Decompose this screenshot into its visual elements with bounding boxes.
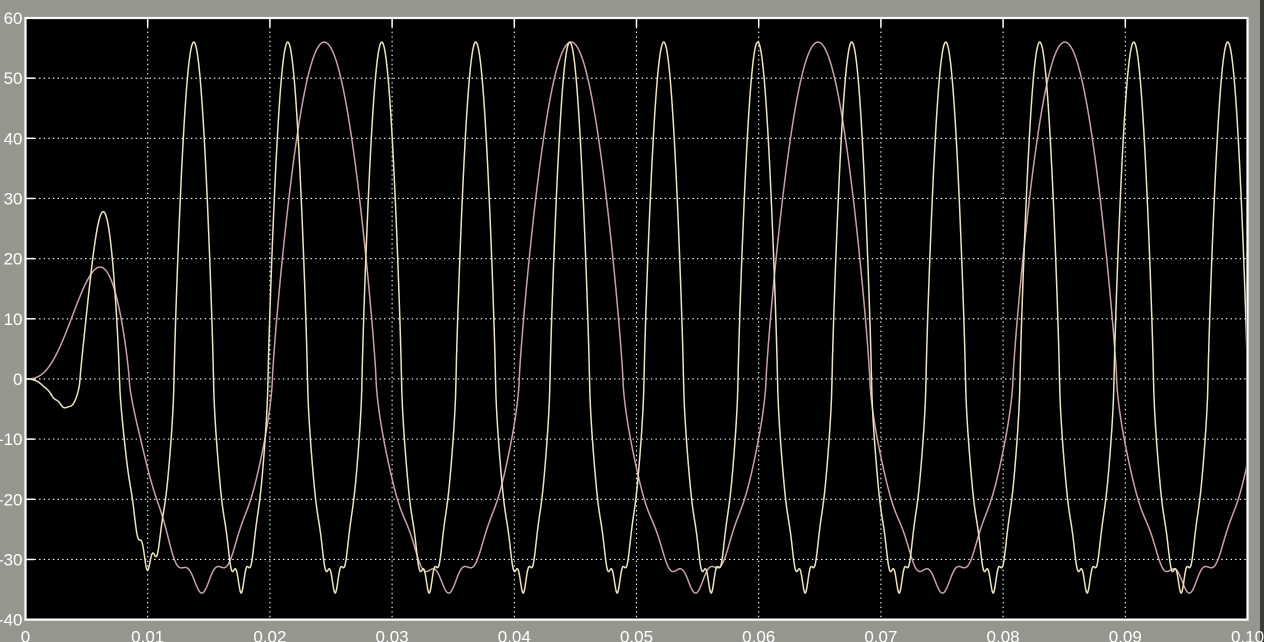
svg-text:0.03: 0.03 — [376, 628, 409, 642]
svg-text:0.06: 0.06 — [742, 628, 775, 642]
svg-text:0.09: 0.09 — [1109, 628, 1142, 642]
svg-text:10: 10 — [4, 310, 23, 329]
svg-text:0.05: 0.05 — [620, 628, 653, 642]
svg-text:0: 0 — [21, 628, 30, 642]
svg-text:0.08: 0.08 — [987, 628, 1020, 642]
svg-text:0.07: 0.07 — [864, 628, 897, 642]
svg-text:0.02: 0.02 — [253, 628, 286, 642]
svg-text:-10: -10 — [0, 430, 23, 449]
svg-text:-30: -30 — [0, 550, 23, 569]
svg-text:30: 30 — [4, 189, 23, 208]
svg-text:0: 0 — [13, 370, 22, 389]
svg-text:-40: -40 — [0, 611, 23, 630]
svg-text:60: 60 — [4, 9, 23, 28]
svg-text:50: 50 — [4, 69, 23, 88]
svg-text:0.01: 0.01 — [131, 628, 164, 642]
svg-text:40: 40 — [4, 129, 23, 148]
svg-text:0.04: 0.04 — [498, 628, 531, 642]
svg-text:20: 20 — [4, 250, 23, 269]
svg-text:-20: -20 — [0, 490, 23, 509]
svg-text:0.10: 0.10 — [1231, 628, 1264, 642]
